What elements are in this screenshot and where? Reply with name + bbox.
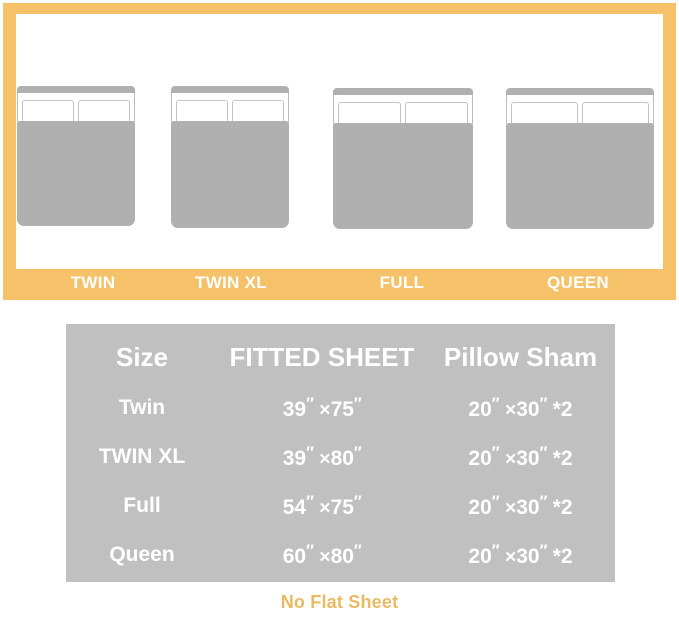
bed-graphic-queen — [506, 88, 654, 229]
cell-fitted-sheet: 39″ ×80″ — [282, 443, 362, 470]
pillow-icon — [338, 102, 401, 125]
cell-pillow-sham: 20″ ×30″ *2 — [468, 443, 573, 470]
no-flat-sheet-note: No Flat Sheet — [280, 592, 399, 612]
bed-illustration-canvas — [16, 14, 663, 269]
pillow-icon — [22, 100, 74, 123]
cell-pillow-sham: 20″ ×30″ *2 — [468, 541, 573, 568]
table-row: Twin 39″ ×75″ 20″ ×30″ *2 — [66, 386, 615, 430]
cell-size: Queen — [109, 543, 175, 566]
size-label-twin: TWIN — [70, 273, 116, 292]
bed-mattress — [171, 121, 289, 228]
table-row: TWIN XL 39″ ×80″ 20″ ×30″ *2 — [66, 435, 615, 479]
bed-mattress — [506, 123, 654, 229]
size-label-band: TWIN TWIN XL FULL QUEEN — [3, 266, 676, 300]
size-label-twin-xl: TWIN XL — [195, 273, 267, 292]
size-label-full: FULL — [379, 273, 425, 292]
pillow-icon — [78, 100, 130, 123]
column-header-pillow-sham: Pillow Sham — [443, 341, 598, 372]
bed-illustration-panel — [3, 3, 676, 300]
bed-headboard — [17, 86, 135, 95]
bed-graphic-full — [333, 88, 473, 229]
bed-headboard — [333, 88, 473, 97]
pillow-icon — [176, 100, 228, 123]
cell-size: Twin — [118, 396, 166, 419]
bed-headboard — [171, 86, 289, 95]
bed-graphic-twin — [17, 86, 135, 226]
cell-fitted-sheet: 54″ ×75″ — [282, 492, 362, 519]
bed-mattress — [333, 123, 473, 229]
cell-pillow-sham: 20″ ×30″ *2 — [468, 394, 573, 421]
table-row: Full 54″ ×75″ 20″ ×30″ *2 — [66, 484, 615, 528]
pillow-icon — [582, 102, 649, 125]
cell-pillow-sham: 20″ ×30″ *2 — [468, 492, 573, 519]
table-header-row: Size FITTED SHEET Pillow Sham — [66, 332, 615, 382]
bed-graphic-twin-xl — [171, 86, 289, 228]
bed-mattress — [17, 121, 135, 226]
column-header-size: Size — [115, 341, 169, 372]
pillow-icon — [405, 102, 468, 125]
table-row: Queen 60″ ×80″ 20″ ×30″ *2 — [66, 533, 615, 577]
cell-fitted-sheet: 60″ ×80″ — [282, 541, 362, 568]
bed-headboard — [506, 88, 654, 97]
pillow-icon — [511, 102, 578, 125]
cell-size: TWIN XL — [98, 445, 186, 468]
cell-size: Full — [123, 494, 161, 517]
size-label-queen: QUEEN — [547, 273, 609, 292]
spec-table: Size FITTED SHEET Pillow Sham Twin 39″ ×75″… — [66, 324, 615, 582]
pillow-icon — [232, 100, 284, 123]
column-header-fitted-sheet: FITTED SHEET — [229, 341, 415, 372]
cell-fitted-sheet: 39″ ×75″ — [282, 394, 362, 421]
